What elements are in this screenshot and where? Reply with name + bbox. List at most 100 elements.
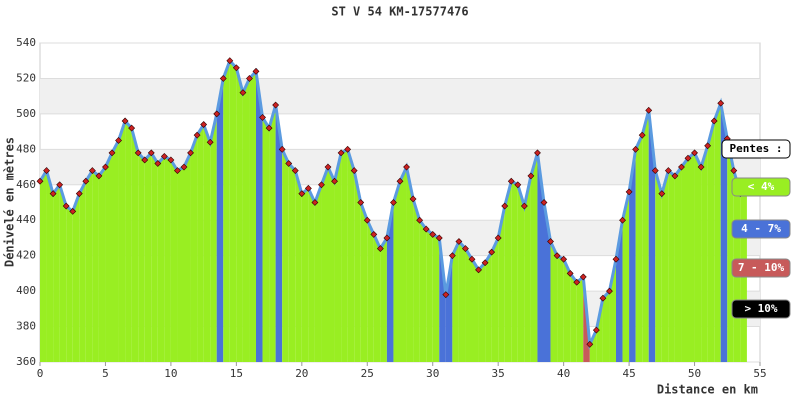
slope-segment — [720, 103, 728, 362]
point-marker — [291, 167, 299, 175]
point-marker — [462, 245, 469, 253]
slope-segment — [269, 105, 276, 363]
y-tick-label: 480 — [16, 142, 36, 155]
point-marker — [409, 195, 417, 203]
slope-segment — [622, 191, 630, 362]
slope-segment — [59, 184, 67, 362]
point-marker — [43, 167, 50, 175]
legend-label: > 10% — [744, 302, 777, 315]
slope-segment — [576, 276, 584, 362]
slope-segment — [557, 255, 564, 362]
x-axis-label: Distance en km — [657, 383, 758, 397]
point-marker — [527, 172, 535, 180]
slope-segment — [517, 184, 525, 362]
slope-segment — [341, 149, 348, 362]
point-marker — [337, 149, 345, 157]
slope-segment — [79, 181, 86, 362]
slope-segment — [668, 170, 675, 362]
point-marker — [520, 202, 528, 210]
grid-band — [40, 78, 760, 114]
slope-segment — [511, 181, 518, 362]
point-marker — [403, 163, 410, 171]
point-marker — [272, 101, 280, 109]
slope-segment — [661, 170, 669, 362]
point-marker — [507, 177, 515, 185]
slope-segment — [138, 152, 145, 362]
slope-segment — [308, 188, 315, 362]
legend-label: < 4% — [748, 180, 775, 193]
point-marker — [331, 177, 338, 185]
legend-swatch — [731, 299, 791, 319]
slope-segment — [118, 120, 126, 362]
slope-segment — [642, 110, 649, 362]
point-marker — [304, 184, 312, 192]
slope-segment — [203, 124, 211, 363]
slope-segment — [589, 330, 597, 362]
point-marker — [213, 110, 221, 118]
point-marker — [259, 114, 266, 121]
point-marker — [376, 245, 384, 253]
point-marker — [390, 199, 397, 206]
slope-segment — [144, 152, 152, 362]
point-marker — [422, 225, 430, 233]
point-marker — [193, 131, 201, 139]
slope-segment — [426, 229, 433, 362]
point-marker — [62, 202, 70, 210]
point-marker — [167, 156, 175, 164]
point-marker — [632, 145, 640, 153]
point-marker — [318, 181, 325, 189]
point-marker — [678, 163, 685, 171]
x-tick-label: 15 — [230, 367, 243, 380]
slope-segment — [151, 152, 158, 362]
point-marker — [579, 273, 587, 281]
point-marker — [180, 163, 188, 171]
slope-segment — [288, 163, 296, 362]
slope-segment — [190, 135, 198, 362]
point-marker — [239, 89, 247, 97]
point-marker — [573, 278, 581, 286]
x-tick-label: 10 — [164, 367, 177, 380]
point-marker — [710, 117, 718, 125]
slope-segment — [478, 262, 486, 362]
chart-title: ST V 54 KM-17577476 — [331, 5, 468, 19]
slope-segment — [419, 220, 427, 362]
x-tick-label: 20 — [295, 367, 308, 380]
point-marker — [547, 238, 554, 245]
slope-segment — [406, 167, 414, 362]
point-marker — [95, 172, 103, 180]
slope-segment — [216, 78, 224, 362]
point-marker — [252, 67, 260, 75]
slope-segment — [46, 170, 54, 362]
x-tick-label: 0 — [37, 367, 44, 380]
point-marker — [357, 199, 365, 206]
point-marker — [370, 230, 378, 238]
point-marker — [82, 177, 90, 185]
point-marker — [717, 99, 725, 107]
slope-segment — [537, 152, 544, 362]
slope-segment — [275, 105, 283, 363]
slope-segment — [400, 167, 407, 362]
point-marker — [658, 190, 666, 198]
slope-segment — [367, 220, 374, 362]
point-marker — [298, 190, 306, 198]
slope-segment — [445, 255, 453, 362]
slope-segment — [328, 167, 335, 362]
point-marker — [69, 207, 77, 215]
point-marker — [730, 167, 738, 175]
slope-segment — [550, 241, 558, 362]
slope-segment — [125, 120, 132, 362]
slope-segment — [223, 60, 230, 362]
slope-segment — [694, 152, 702, 362]
point-marker — [200, 121, 208, 128]
slope-segment — [334, 152, 342, 362]
slope-segment — [655, 170, 662, 362]
point-marker — [481, 259, 489, 267]
x-tick-label: 30 — [426, 367, 439, 380]
point-marker — [606, 287, 613, 295]
y-tick-label: 500 — [16, 107, 36, 120]
point-marker — [625, 188, 633, 196]
slope-segment — [354, 170, 361, 362]
slope-segment — [465, 248, 472, 362]
point-marker — [344, 145, 352, 153]
slope-segment — [321, 167, 328, 362]
